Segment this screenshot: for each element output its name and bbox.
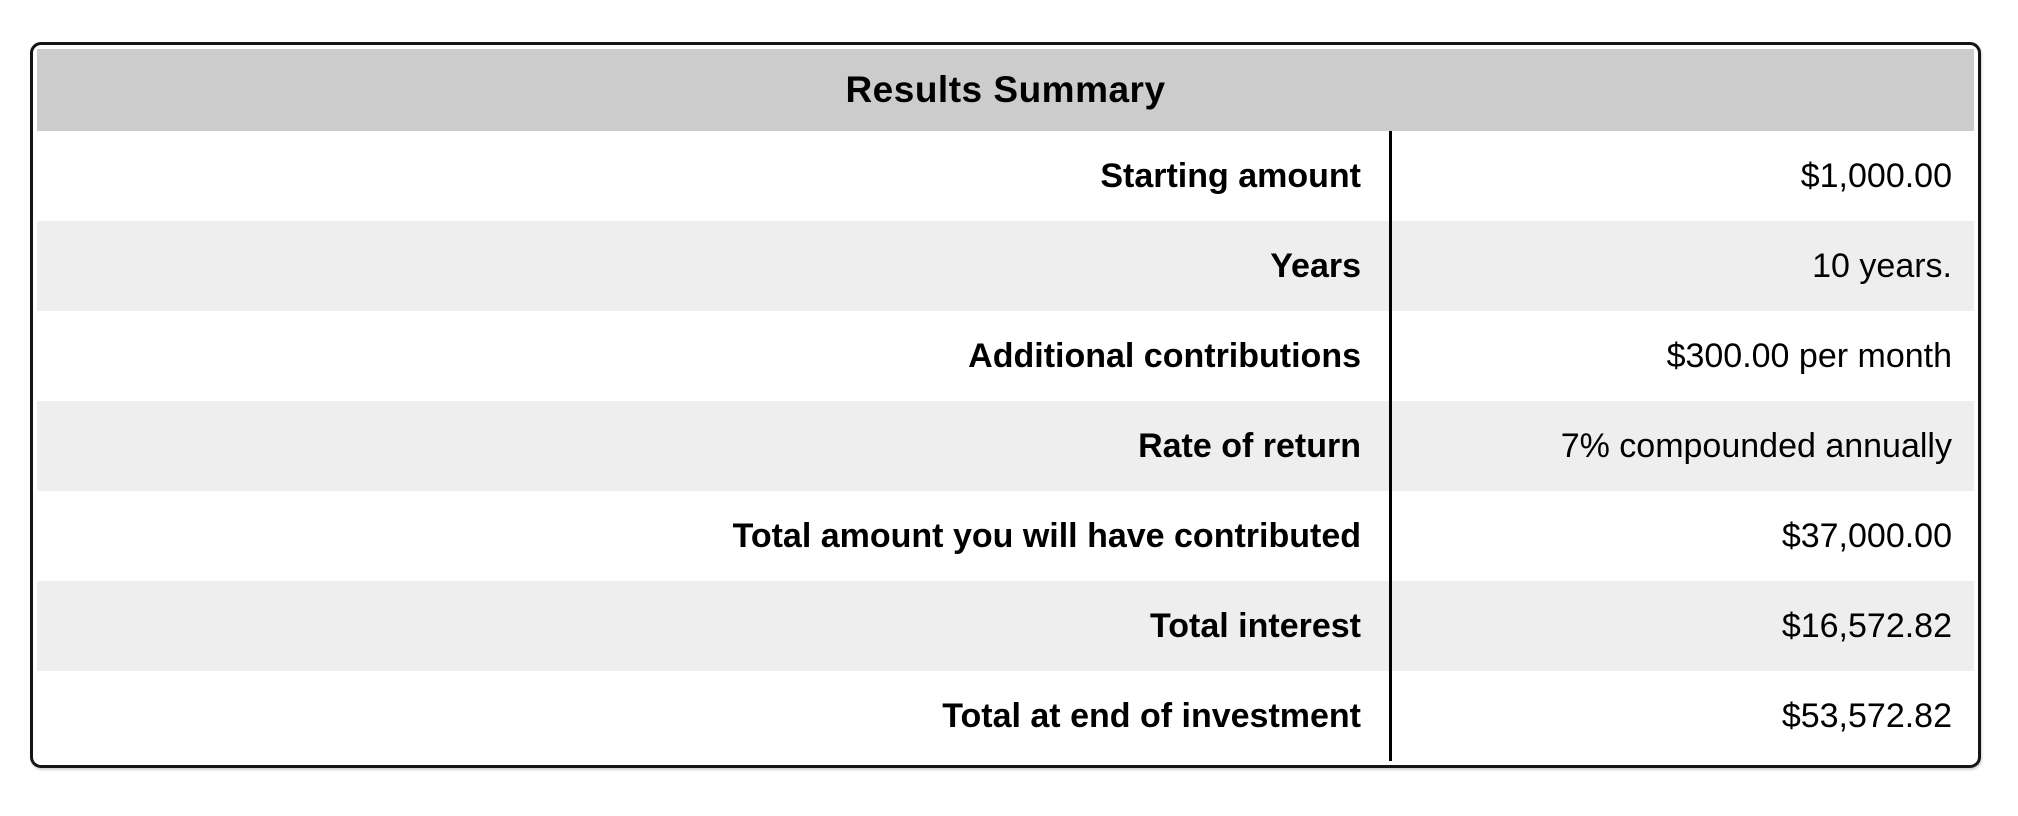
- row-value: 10 years.: [1389, 221, 1974, 311]
- results-summary-card: Results Summary Starting amount $1,000.0…: [30, 42, 1981, 768]
- row-label: Additional contributions: [968, 336, 1361, 375]
- summary-row-starting-amount: Starting amount $1,000.00: [37, 131, 1974, 221]
- summary-row-total-contributed: Total amount you will have contributed $…: [37, 491, 1974, 581]
- results-summary-rows: Starting amount $1,000.00 Years 10 years…: [37, 131, 1974, 761]
- summary-row-additional-contributions: Additional contributions $300.00 per mon…: [37, 311, 1974, 401]
- row-value: $16,572.82: [1389, 581, 1974, 671]
- results-summary-header: Results Summary: [37, 49, 1974, 131]
- row-label: Starting amount: [1100, 156, 1361, 195]
- row-label: Total amount you will have contributed: [732, 516, 1361, 555]
- row-value: $1,000.00: [1389, 131, 1974, 221]
- summary-row-total-end-of-investment: Total at end of investment $53,572.82: [37, 671, 1974, 761]
- row-label: Total at end of investment: [942, 696, 1361, 735]
- results-summary-title: Results Summary: [845, 69, 1166, 110]
- summary-row-years: Years 10 years.: [37, 221, 1974, 311]
- row-label: Rate of return: [1138, 426, 1361, 465]
- summary-row-total-interest: Total interest $16,572.82: [37, 581, 1974, 671]
- summary-row-rate-of-return: Rate of return 7% compounded annually: [37, 401, 1974, 491]
- row-value: $53,572.82: [1389, 671, 1974, 761]
- row-value: $300.00 per month: [1389, 311, 1974, 401]
- row-label: Total interest: [1150, 606, 1361, 645]
- row-label: Years: [1270, 246, 1361, 285]
- row-value: 7% compounded annually: [1389, 401, 1974, 491]
- row-value: $37,000.00: [1389, 491, 1974, 581]
